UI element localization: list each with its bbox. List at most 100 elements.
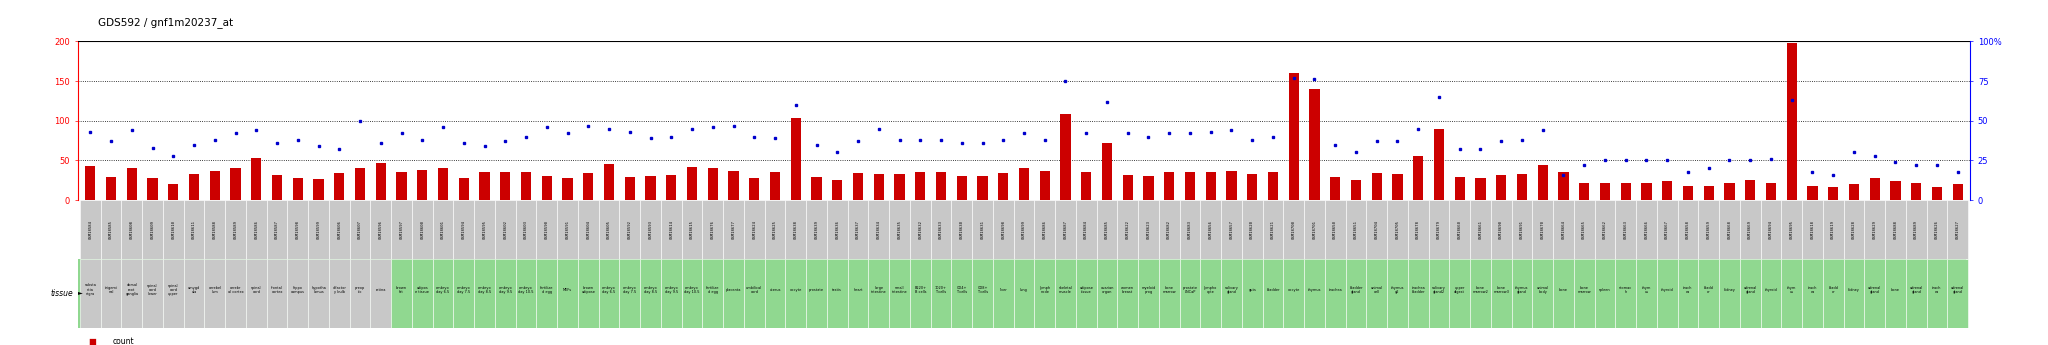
Text: GSM18625: GSM18625 (772, 220, 776, 239)
Bar (1139, 259, 1159, 328)
Bar (662, 200, 682, 259)
Bar (1096, 259, 1118, 328)
Bar (1657, 259, 1677, 328)
Bar (952, 259, 973, 328)
Bar (350, 259, 371, 328)
Bar (1849, 184, 1860, 200)
Bar (557, 200, 578, 259)
Bar (604, 164, 614, 200)
Bar (147, 178, 158, 200)
Bar (895, 174, 905, 200)
Text: GSM18670: GSM18670 (1540, 220, 1544, 239)
Bar (1475, 178, 1485, 200)
Bar (479, 172, 489, 200)
Text: GSM18619: GSM18619 (1831, 220, 1835, 239)
Bar (1698, 259, 1718, 328)
Text: kidney: kidney (1847, 288, 1860, 292)
Text: trach
ea: trach ea (1683, 286, 1692, 294)
Bar (1329, 177, 1341, 200)
Bar (121, 200, 141, 259)
Bar (807, 259, 827, 328)
Text: GSM18634: GSM18634 (877, 220, 881, 239)
Bar (1470, 200, 1491, 259)
Text: GSM18666: GSM18666 (1645, 220, 1649, 239)
Bar (391, 200, 412, 259)
Bar (1264, 259, 1284, 328)
Bar (1552, 259, 1573, 328)
Bar (86, 166, 96, 200)
Bar (977, 176, 987, 200)
Bar (1346, 259, 1366, 328)
Bar (1139, 200, 1159, 259)
Text: GSM18689: GSM18689 (1915, 220, 1919, 239)
Bar (1741, 200, 1761, 259)
Bar (1227, 171, 1237, 200)
Bar (770, 172, 780, 200)
Bar (1948, 200, 1968, 259)
Bar (807, 200, 827, 259)
Bar (100, 259, 121, 328)
Bar (952, 200, 973, 259)
Bar (1573, 200, 1595, 259)
Text: GSM18588: GSM18588 (213, 220, 217, 239)
Text: GSM18586: GSM18586 (254, 220, 258, 239)
Bar (1532, 259, 1552, 328)
Bar (1698, 200, 1718, 259)
Bar (874, 174, 885, 200)
Bar (848, 200, 868, 259)
Bar (811, 177, 821, 200)
Bar (1143, 176, 1153, 200)
Text: GSM18651: GSM18651 (1354, 220, 1358, 239)
Text: GSM18633: GSM18633 (938, 220, 942, 239)
Bar (1305, 259, 1325, 328)
Text: CD4+
T cells: CD4+ T cells (956, 286, 967, 294)
Bar (1163, 171, 1174, 200)
Text: GSM18659: GSM18659 (1706, 220, 1710, 239)
Text: large
intestine: large intestine (870, 286, 887, 294)
Text: GSM18704: GSM18704 (1374, 220, 1378, 239)
Bar (1677, 259, 1698, 328)
Bar (209, 171, 219, 200)
Bar (1430, 259, 1450, 328)
Bar (868, 259, 889, 328)
Bar (1616, 259, 1636, 328)
Text: bladd
er: bladd er (1704, 286, 1714, 294)
Text: 1020+
T cells: 1020+ T cells (936, 286, 946, 294)
Bar (1884, 259, 1907, 328)
Bar (1264, 200, 1284, 259)
Bar (141, 259, 164, 328)
Bar (266, 259, 287, 328)
Bar (1724, 183, 1735, 200)
Text: ovarian
organ: ovarian organ (1100, 286, 1114, 294)
Bar (1864, 200, 1884, 259)
Text: trachea: trachea (1329, 288, 1341, 292)
Text: GSM18631: GSM18631 (981, 220, 985, 239)
Bar (1511, 200, 1532, 259)
Bar (350, 200, 371, 259)
Bar (1470, 259, 1491, 328)
Text: GSM18621: GSM18621 (1272, 220, 1276, 239)
Bar (391, 259, 412, 328)
Bar (1927, 259, 1948, 328)
Text: GSM18682: GSM18682 (1167, 220, 1171, 239)
Bar (1268, 172, 1278, 200)
Bar (1657, 200, 1677, 259)
Text: GSM18684: GSM18684 (1083, 220, 1087, 239)
Text: GSM18683: GSM18683 (1188, 220, 1192, 239)
Bar (1595, 259, 1616, 328)
Bar (272, 175, 283, 200)
Bar (743, 259, 764, 328)
Text: myeloid
prog: myeloid prog (1141, 286, 1155, 294)
Bar (729, 171, 739, 200)
Bar (1741, 259, 1761, 328)
Bar (1718, 200, 1741, 259)
Bar (184, 200, 205, 259)
Bar (1305, 200, 1325, 259)
Bar (563, 178, 573, 200)
Text: GSM18614: GSM18614 (670, 220, 674, 239)
Text: prostate
LNCaP: prostate LNCaP (1182, 286, 1198, 294)
Bar (1870, 178, 1880, 200)
Text: GSM18610: GSM18610 (172, 220, 176, 239)
Bar (578, 259, 598, 328)
Text: GSM18615: GSM18615 (690, 220, 694, 239)
